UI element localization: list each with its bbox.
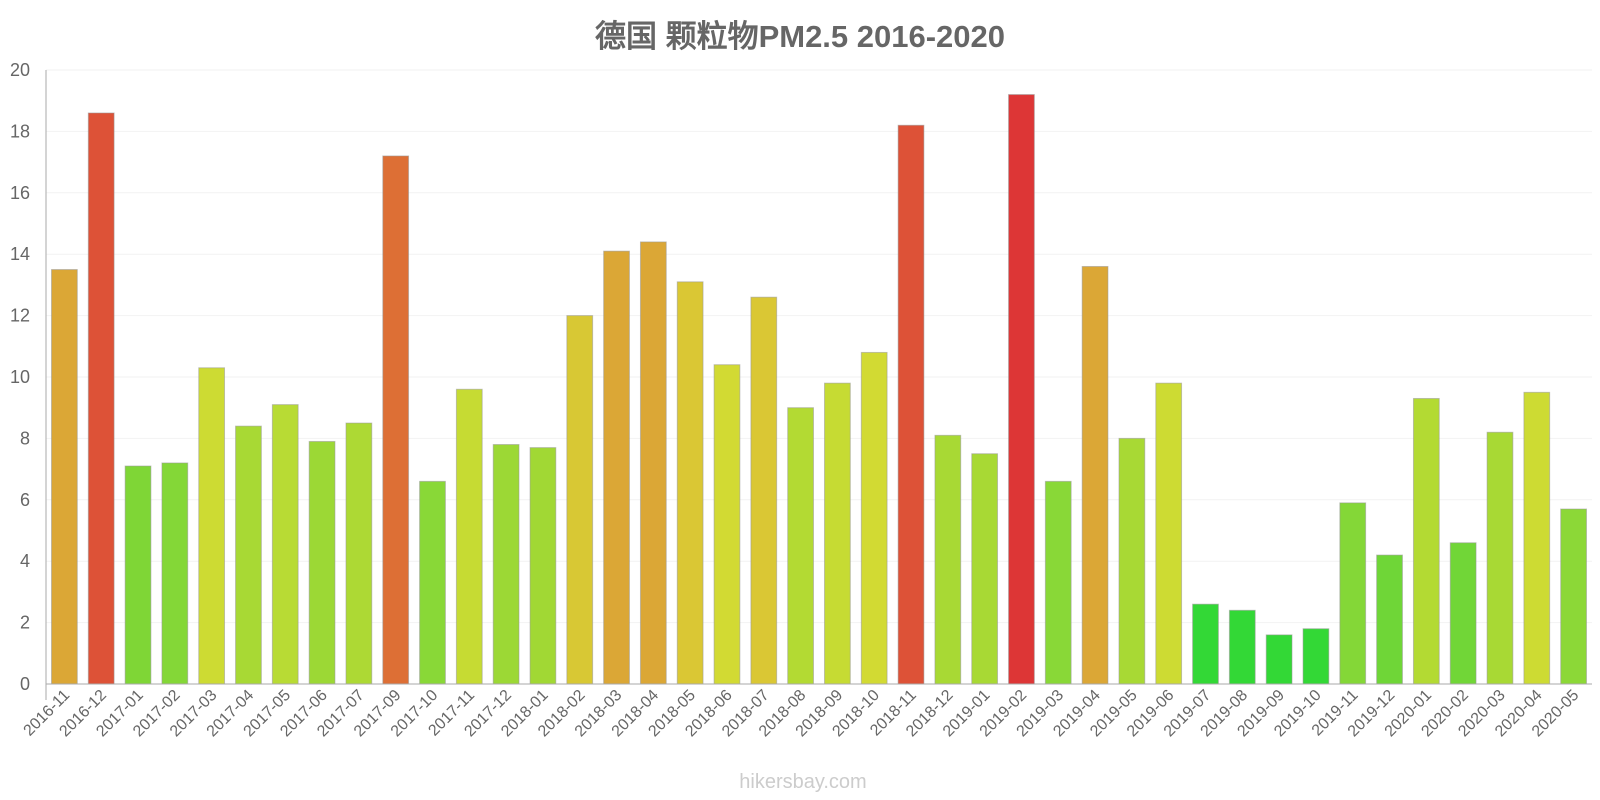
bar-2016-11[interactable] — [51, 269, 78, 685]
bar-2018-05[interactable] — [676, 281, 704, 685]
bar-2018-08[interactable] — [787, 407, 814, 685]
bar-2017-09[interactable] — [382, 155, 410, 685]
bars — [51, 94, 1587, 685]
y-tick-label: 10 — [10, 367, 30, 387]
bar-2019-02[interactable] — [1008, 94, 1035, 685]
bar-2017-11[interactable] — [455, 388, 483, 685]
y-axis: 0 2 4 6 8 10 12 14 16 18 20 — [10, 60, 47, 700]
y-tick-label: 2 — [20, 613, 30, 633]
bar-2017-02[interactable] — [161, 462, 189, 685]
bar-2017-03[interactable] — [198, 367, 226, 685]
bar-2019-12[interactable] — [1376, 554, 1403, 685]
y-tick-label: 18 — [10, 121, 30, 141]
bar-2019-04[interactable] — [1081, 265, 1109, 685]
bar-2020-02[interactable] — [1449, 542, 1477, 685]
y-tick-label: 12 — [10, 306, 30, 326]
bar-2020-01[interactable] — [1412, 397, 1440, 685]
bar-2016-12[interactable] — [87, 112, 115, 685]
bar-2017-05[interactable] — [271, 404, 299, 685]
bar-2019-01[interactable] — [971, 453, 999, 685]
y-tick-label: 4 — [20, 551, 30, 571]
bar-2017-01[interactable] — [124, 465, 152, 685]
bar-2020-04[interactable] — [1523, 391, 1551, 685]
bar-2019-08[interactable] — [1228, 609, 1256, 685]
bar-2019-11[interactable] — [1339, 502, 1367, 685]
y-tick-label: 20 — [10, 60, 30, 80]
credit-text: hikersbay.com — [739, 771, 866, 793]
bar-2019-03[interactable] — [1044, 480, 1072, 685]
bar-2019-07[interactable] — [1192, 603, 1219, 685]
bar-2017-06[interactable] — [308, 440, 336, 685]
bar-2018-02[interactable] — [566, 315, 594, 685]
bar-2018-07[interactable] — [750, 296, 778, 685]
bar-2018-12[interactable] — [934, 434, 962, 685]
bar-2017-10[interactable] — [419, 480, 446, 685]
bar-2018-06[interactable] — [713, 364, 741, 685]
y-tick-label: 0 — [20, 674, 30, 694]
bar-2017-07[interactable] — [345, 422, 373, 685]
bar-2018-01[interactable] — [529, 447, 557, 685]
bar-2019-05[interactable] — [1118, 437, 1146, 685]
y-tick-label: 6 — [20, 490, 30, 510]
bar-2020-05[interactable] — [1560, 508, 1587, 685]
y-tick-label: 14 — [10, 244, 30, 264]
bar-2018-10[interactable] — [860, 351, 888, 685]
bar-2019-06[interactable] — [1155, 382, 1183, 685]
bar-2017-04[interactable] — [235, 425, 262, 685]
x-axis: 2016-112016-122017-012017-022017-032017-… — [21, 683, 1592, 740]
bar-2020-03[interactable] — [1486, 431, 1514, 685]
chart-title: 德国 颗粒物PM2.5 2016-2020 — [595, 19, 1005, 54]
bar-2018-09[interactable] — [824, 382, 851, 685]
bar-2019-10[interactable] — [1302, 628, 1330, 685]
bar-2018-11[interactable] — [897, 124, 925, 685]
bar-2018-03[interactable] — [603, 250, 630, 685]
bar-2019-09[interactable] — [1265, 634, 1293, 685]
grid-lines — [46, 69, 1592, 624]
bar-2018-04[interactable] — [639, 241, 667, 685]
bar-2017-12[interactable] — [492, 444, 520, 685]
y-tick-label: 8 — [20, 428, 30, 448]
y-tick-label: 16 — [10, 183, 30, 203]
